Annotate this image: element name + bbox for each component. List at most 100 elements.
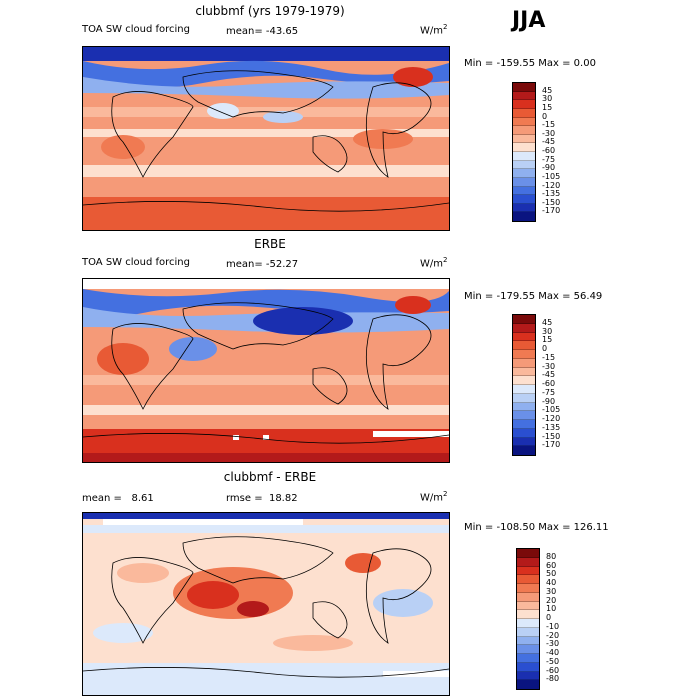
colorbar-swatch [513,350,535,359]
colorbar-tick-label: -80 [546,674,560,684]
colorbar-tick-label: -30 [546,639,560,649]
colorbar-swatch [513,126,535,135]
colorbar-swatch [513,446,535,455]
panel1-title: clubbmf (yrs 1979-1979) [195,4,345,18]
season-label: JJA [512,8,546,33]
colorbar-swatch [513,341,535,350]
colorbar-tick-label: -170 [542,206,561,216]
colorbar-swatch [517,566,539,576]
panel2-mean: mean= -52.27 [226,259,299,270]
colorbar-swatch [517,662,539,672]
colorbar-tick-label: 15 [542,335,553,345]
colorbar-tick-label: 30 [542,94,553,104]
colorbar-tick-label: -60 [546,665,560,675]
panel1-mean: mean= -43.65 [226,26,299,37]
colorbar-tick-label: -30 [542,128,556,138]
colorbar-tick-label: -45 [542,370,556,380]
colorbar-tick-label: -75 [542,387,556,397]
colorbar-tick-label: 0 [546,613,552,622]
colorbar-tick-label: 50 [546,569,557,579]
panel1-variable: TOA SW cloud forcing [82,24,190,35]
colorbar-swatch [513,169,535,178]
colorbar-swatch [513,376,535,385]
colorbar-tick-label: -90 [542,396,556,406]
colorbar-tick-label: -15 [542,352,556,362]
colorbar-swatch [513,108,535,118]
colorbar-tick-label: -105 [542,405,561,415]
panel1-minmax: Min = -159.55 Max = 0.00 [464,58,596,69]
colorbar-swatch [513,393,535,403]
panel2-minmax: Min = -179.55 Max = 56.49 [464,291,603,302]
panel3-minmax: Min = -108.50 Max = 126.11 [464,522,609,533]
colorbar-tick-label: -60 [542,379,556,388]
colorbar-swatch [513,332,535,342]
colorbar-swatch [513,117,535,127]
colorbar-swatch [513,91,535,101]
panel1-map [82,46,450,231]
colorbar-swatch [517,645,539,654]
colorbar-tick-label: -75 [542,154,556,164]
colorbar-swatch [517,654,539,663]
colorbar-tick-label: 0 [542,111,548,121]
colorbar-swatch [513,315,535,324]
colorbar-tick-label: -20 [546,630,560,640]
colorbar-swatch [517,619,539,628]
colorbar-tick-label: -50 [546,656,560,666]
colorbar-tick-label: -150 [542,431,561,441]
colorbar-tick-label: -60 [542,146,556,155]
panel3-colorbar-labels: 80 60 50 40 30 20 10 0 -10 -20 -30 -40 -50 -60 -80 [546,548,586,690]
colorbar-swatch [513,83,535,92]
panel2-colorbar [512,314,536,456]
colorbar-tick-label: 10 [546,604,557,614]
colorbar-swatch [517,592,539,602]
colorbar-tick-label: -150 [542,197,561,207]
colorbar-tick-label: -45 [542,137,556,147]
colorbar-swatch [513,358,535,368]
colorbar-tick-label: -120 [542,414,561,423]
colorbar-swatch [513,437,535,447]
panel3-title: clubbmf - ERBE [223,470,317,484]
panel2-title: ERBE [254,237,286,251]
colorbar-swatch [513,143,535,152]
colorbar-tick-label: -30 [542,361,556,371]
colorbar-swatch [517,557,539,567]
panel2-variable: TOA SW cloud forcing [82,257,190,268]
colorbar-swatch [513,212,535,221]
colorbar-tick-label: 60 [546,560,557,570]
colorbar-swatch [517,549,539,558]
colorbar-tick-label: 30 [542,326,553,336]
colorbar-swatch [513,323,535,333]
colorbar-swatch [517,575,539,584]
panel2-map [82,278,450,463]
colorbar-tick-label: -90 [542,163,556,173]
colorbar-swatch [513,402,535,412]
colorbar-tick-label: 0 [542,344,548,353]
colorbar-swatch [513,411,535,420]
colorbar-swatch [513,428,535,438]
colorbar-tick-label: -120 [542,180,561,190]
panel3-units: W/m2 [420,490,448,504]
colorbar-swatch [513,152,535,161]
colorbar-swatch [513,134,535,144]
panel3-map [82,512,450,696]
colorbar-tick-label: -135 [542,422,561,432]
colorbar-swatch [513,177,535,187]
panel1-colorbar [512,82,536,222]
panel3-colorbar [516,548,540,690]
panel3-mean: mean = 8.61 [82,493,154,504]
colorbar-swatch [513,100,535,109]
colorbar-swatch [513,367,535,377]
colorbar-tick-label: -135 [542,189,561,199]
colorbar-tick-label: 80 [546,551,557,561]
colorbar-swatch [517,636,539,646]
colorbar-swatch [513,195,535,204]
panel2-colorbar-labels: 45 30 15 0 -15 -30 -45 -60 -75 -90 -105 -120 -135 -15… [542,314,582,456]
panel3-rmse: rmse = 18.82 [226,493,298,504]
colorbar-tick-label: 45 [542,317,553,327]
colorbar-tick-label: 45 [542,85,553,95]
panel1-units: W/m2 [420,23,448,37]
colorbar-swatch [513,186,535,196]
colorbar-tick-label: -105 [542,171,561,181]
colorbar-swatch [513,203,535,213]
colorbar-swatch [517,610,539,619]
